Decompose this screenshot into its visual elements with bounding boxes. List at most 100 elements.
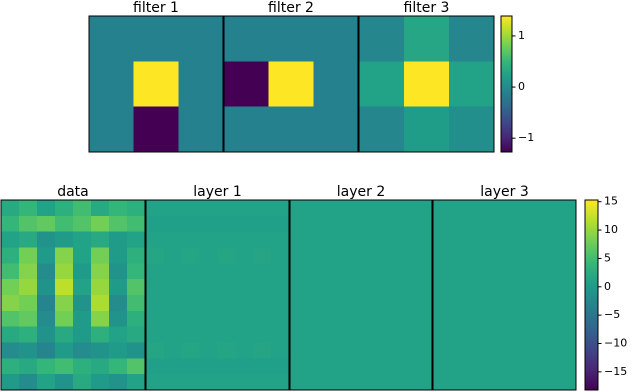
heatmap-cell — [378, 247, 397, 264]
panel-title: filter 1 — [133, 0, 179, 16]
heatmap-cell — [127, 215, 146, 233]
heatmap-cell — [271, 326, 290, 343]
colorbar-tick-label: −5 — [604, 308, 620, 321]
heatmap-cell — [1, 279, 20, 296]
heatmap-cell — [235, 247, 254, 264]
heatmap-cell — [199, 374, 218, 391]
colorbar-tick-label: −15 — [604, 365, 627, 378]
heatmap-cell — [224, 106, 270, 153]
heatmap-cell — [55, 215, 74, 233]
colorbar-tick-label: −10 — [604, 336, 627, 349]
heatmap-cell — [109, 215, 128, 233]
heatmap-cell — [404, 16, 450, 62]
axes-frame — [358, 15, 495, 153]
heatmap-cell — [37, 247, 56, 264]
heatmap-cell — [325, 326, 344, 343]
heatmap-cell — [109, 279, 128, 296]
heatmap-cell — [224, 61, 270, 108]
heatmap-cell — [37, 326, 56, 343]
heatmap-cell — [414, 231, 433, 248]
heatmap-cell — [224, 16, 270, 62]
colorbar-tick-label: 5 — [604, 251, 611, 264]
heatmap-cell — [343, 200, 362, 217]
heatmap-cell — [343, 358, 362, 375]
heatmap-cell — [378, 295, 397, 312]
heatmap-cell — [468, 247, 488, 264]
heatmap-cell — [504, 263, 523, 280]
heatmap-cell — [378, 215, 397, 233]
heatmap-cell — [91, 310, 110, 328]
heatmap-cell — [109, 326, 128, 343]
heatmap-cell — [290, 295, 309, 312]
heatmap-cell — [290, 247, 309, 264]
heatmap-cell — [307, 231, 326, 248]
heatmap-cell — [73, 263, 92, 280]
heatmap-cell — [486, 374, 505, 391]
heatmap-cell — [378, 326, 397, 343]
heatmap-cell — [522, 200, 541, 217]
heatmap-cell — [307, 374, 326, 391]
heatmap-cell — [378, 231, 397, 248]
heatmap-cell — [235, 295, 254, 312]
heatmap-cell — [91, 374, 110, 391]
heatmap-cell — [414, 295, 433, 312]
heatmap-cell — [91, 215, 110, 233]
heatmap-cell — [504, 247, 523, 264]
heatmap-cell — [127, 374, 146, 391]
heatmap-cell — [55, 342, 74, 359]
panel-title: filter 2 — [268, 0, 314, 16]
heatmap-cell — [468, 231, 488, 248]
heatmap-cell — [504, 310, 523, 328]
heatmap-cell — [396, 215, 415, 233]
heatmap-cell — [540, 247, 559, 264]
heatmap-cell — [486, 231, 505, 248]
panel-title: filter 3 — [404, 0, 450, 16]
heatmap-cell — [199, 200, 218, 217]
heatmap-cell — [133, 106, 179, 153]
heatmap-cell — [343, 295, 362, 312]
heatmap-cell — [217, 200, 236, 217]
heatmap-cell — [73, 247, 92, 264]
heatmap-cell — [540, 231, 559, 248]
heatmap-cell — [307, 263, 326, 280]
heatmap-cell — [19, 342, 38, 359]
heatmap-cell — [37, 200, 56, 217]
heatmap-cell — [414, 310, 433, 328]
heatmap-cell — [181, 215, 201, 233]
heatmap-cell — [37, 358, 56, 375]
heatmap-cell — [217, 374, 236, 391]
heatmap-cell — [540, 326, 559, 343]
panel-title: layer 3 — [480, 184, 528, 200]
heatmap-cell — [468, 263, 488, 280]
heatmap-cell — [181, 358, 201, 375]
heatmap-cell — [378, 263, 397, 280]
heatmap-cell — [127, 231, 146, 248]
heatmap-cell — [378, 279, 397, 296]
heatmap-cell — [253, 295, 272, 312]
heatmap-cell — [486, 215, 505, 233]
heatmap-cell — [73, 342, 92, 359]
heatmap-cell — [253, 279, 272, 296]
heatmap-cell — [178, 16, 224, 62]
heatmap-cell — [433, 200, 452, 217]
heatmap-cell — [325, 374, 344, 391]
heatmap-cell — [178, 106, 224, 153]
heatmap-cell — [1, 295, 20, 312]
heatmap-cell — [91, 295, 110, 312]
heatmap-cell — [181, 231, 201, 248]
heatmap-cell — [91, 358, 110, 375]
heatmap-cell — [1, 263, 20, 280]
heatmap-cell — [146, 247, 165, 264]
heatmap-cell — [217, 295, 236, 312]
heatmap-cell — [199, 279, 218, 296]
heatmap-cell — [396, 326, 415, 343]
heatmap-cell — [450, 374, 470, 391]
heatmap-cell — [55, 295, 74, 312]
heatmap-cell — [343, 342, 362, 359]
heatmap-cell — [1, 310, 20, 328]
heatmap-cell — [414, 374, 433, 391]
heatmap-cell — [181, 279, 201, 296]
axes-frame — [145, 199, 290, 391]
heatmap-cell — [55, 200, 74, 217]
heatmap-cell — [404, 106, 450, 153]
